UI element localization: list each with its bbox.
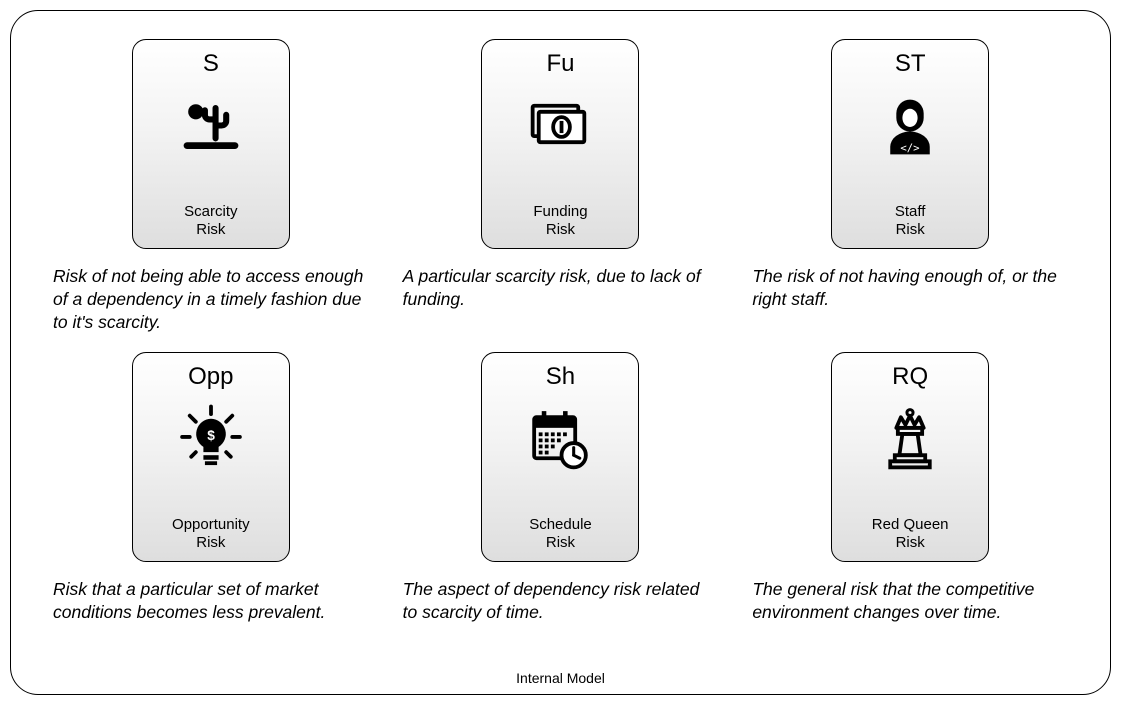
cell-schedule: Sh [401,352,721,659]
card-title: Staff Risk [895,203,926,241]
title-l1: Funding [533,203,587,220]
card-title: Schedule Risk [529,516,592,554]
money-icon [520,82,600,172]
card-title: Funding Risk [533,203,587,241]
schedule-icon [520,395,600,485]
card-description: A particular scarcity risk, due to lack … [401,265,721,311]
title-l2: Risk [196,221,225,238]
cell-scarcity: S Scarcity Risk Risk of not being able t… [51,39,371,346]
card-title: Opportunity Risk [172,516,250,554]
card-description: The general risk that the competitive en… [750,578,1070,624]
cell-red-queen: RQ Red Queen Risk The general r [750,352,1070,659]
title-l2: Risk [896,221,925,238]
card-red-queen: RQ Red Queen Risk [831,352,989,562]
title-l2: Risk [546,221,575,238]
outer-label: Internal Model [11,670,1110,686]
svg-text:$: $ [207,428,215,443]
card-description: Risk of not being able to access enough … [51,265,371,333]
title-l1: Staff [895,203,926,220]
card-symbol: ST [895,50,926,78]
card-description: The risk of not having enough of, or the… [750,265,1070,311]
card-description: The aspect of dependency risk related to… [401,578,721,624]
title-l1: Red Queen [872,516,949,533]
card-symbol: Fu [546,50,574,78]
title-l2: Risk [196,534,225,551]
title-l2: Risk [546,534,575,551]
title-l1: Scarcity [184,203,237,220]
card-symbol: Opp [188,363,233,391]
card-description: Risk that a particular set of market con… [51,578,371,624]
card-funding: Fu Funding Risk [481,39,639,249]
title-l1: Schedule [529,516,592,533]
title-l2: Risk [896,534,925,551]
card-schedule: Sh [481,352,639,562]
card-opportunity: Opp $ [132,352,290,562]
card-staff: ST </> Staff Risk [831,39,989,249]
staff-icon: </> [870,82,950,172]
cell-funding: Fu Funding Risk A particular scarcity ri… [401,39,721,346]
diagram-frame: S Scarcity Risk Risk of not being able t… [10,10,1111,695]
card-scarcity: S Scarcity Risk [132,39,290,249]
cards-grid: S Scarcity Risk Risk of not being able t… [51,39,1070,659]
card-title: Scarcity Risk [184,203,237,241]
cell-staff: ST </> Staff Risk The risk of not having… [750,39,1070,346]
card-symbol: Sh [546,363,575,391]
card-symbol: RQ [892,363,928,391]
idea-icon: $ [171,395,251,485]
desert-icon [171,82,251,172]
card-title: Red Queen Risk [872,516,949,554]
card-symbol: S [203,50,219,78]
cell-opportunity: Opp $ [51,352,371,659]
title-l1: Opportunity [172,516,250,533]
svg-text:</>: </> [901,141,920,154]
chess-icon [870,395,950,485]
